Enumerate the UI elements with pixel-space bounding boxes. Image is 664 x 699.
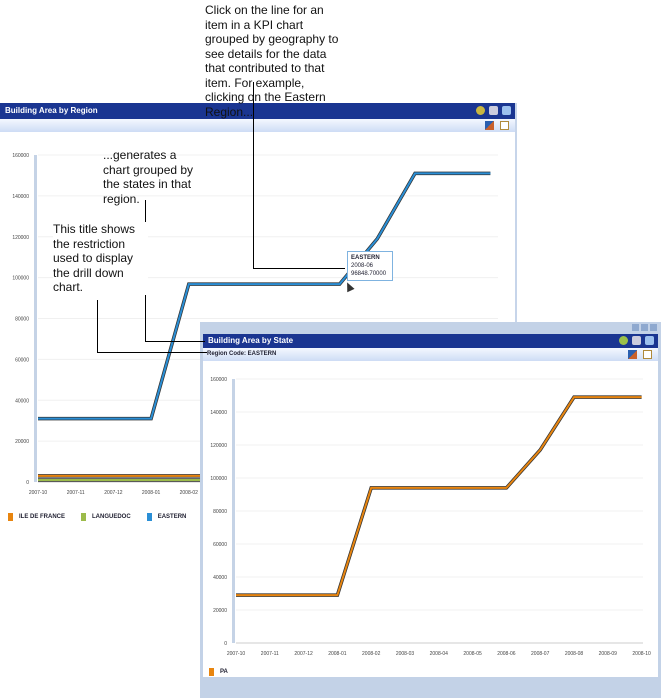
y-tick-label: 80000	[15, 317, 29, 323]
y-tick-label: 20000	[213, 608, 227, 614]
x-tick-label: 2008-09	[599, 651, 618, 657]
x-tick-label: 2008-08	[565, 651, 584, 657]
legend-item[interactable]: EASTERN	[146, 513, 187, 521]
legend-swatch	[146, 513, 152, 521]
x-tick-label: 2007-11	[67, 490, 85, 496]
y-tick-label: 100000	[210, 476, 227, 482]
y-axis-bar	[34, 155, 37, 482]
callout-connector	[97, 352, 207, 353]
region-legend: ILE DE FRANCE LANGUEDOC EASTERN	[8, 513, 186, 521]
y-tick-label: 120000	[12, 235, 29, 241]
maximize-icon[interactable]	[641, 324, 648, 331]
window-titlebar: Building Area by Region	[0, 103, 515, 119]
x-tick-label: 2008-05	[463, 651, 482, 657]
restriction-title: Region Code: EASTERN	[207, 351, 277, 357]
x-tick-label: 2008-01	[142, 490, 161, 496]
callout-middle: ...generates a chart grouped by the stat…	[103, 148, 194, 206]
legend-item[interactable]: ILE DE FRANCE	[8, 513, 65, 521]
callout-connector	[253, 268, 345, 269]
y-tick-label: 140000	[12, 194, 29, 200]
chart-toolbar	[0, 119, 515, 132]
legend-label: PA	[220, 669, 228, 675]
series-line-pa	[236, 396, 642, 597]
x-tick-label: 2008-02	[180, 490, 199, 496]
state-legend: PA	[209, 668, 228, 676]
y-tick-label: 60000	[213, 542, 227, 548]
export-icon[interactable]	[500, 121, 509, 130]
y-axis-bar	[232, 379, 235, 643]
legend-label: ILE DE FRANCE	[19, 514, 66, 520]
y-tick-label: 0	[224, 641, 227, 647]
legend-swatch	[209, 668, 214, 676]
x-tick-label: 2008-01	[328, 651, 347, 657]
y-tick-label: 40000	[213, 575, 227, 581]
print-icon[interactable]	[632, 336, 641, 345]
tooltip: EASTERN 2008-06 96848.70000	[347, 251, 393, 281]
x-tick-label: 2008-04	[430, 651, 449, 657]
callout-left: This title shows the restriction used to…	[53, 222, 148, 295]
add-icon[interactable]	[476, 106, 485, 115]
window-titlebar: Building Area by State	[203, 334, 658, 348]
window-title: Building Area by Region	[5, 106, 98, 115]
filter-icon[interactable]	[485, 121, 494, 130]
window-controls	[632, 324, 657, 331]
series-line-eastern	[38, 172, 491, 420]
y-tick-label: 0	[26, 480, 29, 486]
legend-item[interactable]: LANGUEDOC	[81, 513, 131, 521]
filter-icon[interactable]	[628, 350, 637, 359]
print-icon[interactable]	[489, 106, 498, 115]
add-icon[interactable]	[619, 336, 628, 345]
window-title: Building Area by State	[208, 336, 294, 345]
email-icon[interactable]	[502, 106, 511, 115]
series-shadow	[236, 395, 642, 597]
y-tick-label: 60000	[15, 357, 29, 363]
state-chart: 0 20000 40000 60000 80000 100000 120000 140000 1…	[210, 377, 651, 657]
x-tick-label: 2007-11	[261, 651, 279, 657]
y-tick-label: 120000	[210, 443, 227, 449]
x-tick-label: 2007-12	[294, 651, 313, 657]
restriction-bar: Region Code: EASTERN	[203, 348, 658, 361]
y-tick-label: 140000	[210, 410, 227, 416]
email-icon[interactable]	[645, 336, 654, 345]
tooltip-series: EASTERN	[351, 255, 380, 261]
y-tick-label: 100000	[12, 276, 29, 282]
y-tick-label: 80000	[213, 509, 227, 515]
x-tick-label: 2008-07	[531, 651, 550, 657]
state-chart-window: Building Area by State Region Code: EAST…	[200, 322, 661, 698]
close-icon[interactable]	[650, 324, 657, 331]
x-tick-label: 2007-10	[227, 651, 246, 657]
x-tick-label: 2008-03	[396, 651, 415, 657]
x-tick-label: 2007-10	[29, 490, 48, 496]
legend-swatch	[81, 513, 87, 521]
legend-label: LANGUEDOC	[92, 514, 131, 520]
callout-connector	[145, 341, 205, 342]
callout-connector	[97, 300, 98, 353]
tooltip-date: 2008-06	[351, 263, 374, 269]
y-tick-label: 20000	[15, 439, 29, 445]
minimize-icon[interactable]	[632, 324, 639, 331]
y-tick-label: 160000	[210, 377, 227, 383]
tooltip-value: 96848.70000	[351, 271, 387, 277]
y-tick-label: 40000	[15, 398, 29, 404]
x-tick-label: 2008-06	[497, 651, 516, 657]
callout-top: Click on the line for an item in a KPI c…	[205, 3, 339, 119]
export-icon[interactable]	[643, 350, 652, 359]
x-tick-label: 2007-12	[104, 490, 123, 496]
legend-swatch	[8, 513, 13, 521]
y-tick-label: 160000	[12, 153, 29, 159]
callout-connector	[253, 82, 254, 269]
x-tick-label: 2008-02	[362, 651, 381, 657]
legend-label: EASTERN	[157, 514, 187, 520]
legend-item[interactable]: PA	[209, 668, 228, 676]
x-tick-label: 2008-10	[632, 651, 651, 657]
